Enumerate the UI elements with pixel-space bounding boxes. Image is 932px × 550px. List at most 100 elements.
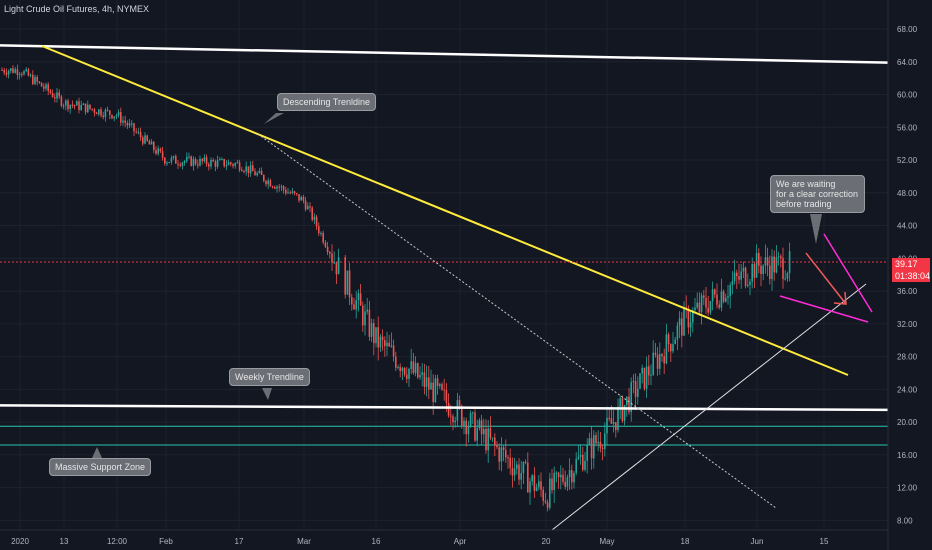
candle-body — [582, 454, 584, 470]
candle-body — [608, 417, 610, 419]
candle-body — [324, 242, 327, 247]
candle-body — [535, 487, 538, 491]
candle-body — [18, 74, 21, 76]
candle-body — [370, 323, 373, 337]
candle-body — [164, 157, 166, 164]
candle-body — [410, 361, 412, 369]
candle-body — [23, 71, 25, 75]
callout-support-zone[interactable]: Massive Support Zone — [49, 458, 152, 476]
candle-body — [263, 174, 265, 181]
y-tick-label: 32.00 — [897, 320, 918, 329]
candle-body — [584, 460, 586, 470]
candle-body — [150, 141, 153, 145]
candle-body — [247, 166, 250, 174]
candle-body — [199, 158, 201, 166]
candle-body — [436, 378, 439, 387]
candle-body — [146, 135, 148, 141]
callout-pointer-support — [92, 447, 102, 458]
candle-body — [769, 265, 771, 280]
x-tick-label: Mar — [297, 537, 311, 546]
candle-body — [544, 500, 547, 503]
candle-body — [777, 256, 780, 258]
x-tick-label: 12:00 — [107, 537, 128, 546]
candle-body — [225, 165, 228, 167]
candle-body — [1, 69, 3, 71]
candle-body — [487, 428, 489, 451]
candle-body — [564, 481, 566, 487]
x-tick-label: 18 — [681, 537, 690, 546]
callout-descending-trendline[interactable]: Descending Trenldine — [277, 93, 377, 111]
candle-body — [542, 489, 544, 501]
candle-body — [476, 428, 478, 441]
candle-body — [384, 340, 386, 347]
candle-body — [494, 437, 496, 445]
candle-body — [720, 291, 723, 308]
candle-body — [744, 267, 747, 286]
candle-body — [665, 334, 668, 364]
candle-body — [271, 186, 274, 188]
x-tick-label: 13 — [60, 537, 69, 546]
y-tick-label: 64.00 — [897, 58, 918, 67]
candle-body — [718, 304, 720, 308]
candle-body — [153, 141, 155, 151]
candle-body — [87, 104, 89, 113]
candle-body — [527, 462, 529, 493]
candle-body — [489, 428, 492, 438]
candle-body — [434, 378, 437, 403]
candle-body — [216, 160, 219, 167]
candle-body — [157, 148, 159, 154]
candle-body — [43, 86, 45, 89]
candle-body — [533, 475, 536, 491]
candle-body — [656, 354, 659, 369]
candle-body — [573, 472, 575, 483]
candle-body — [725, 297, 727, 302]
candle-body — [333, 262, 335, 264]
candle-body — [366, 309, 368, 312]
candle-body — [502, 447, 505, 450]
candle-body — [267, 180, 269, 185]
rising-trendline — [551, 283, 867, 531]
top-trendline — [0, 44, 889, 64]
candle-body — [610, 418, 613, 424]
candle-body — [654, 352, 657, 355]
candle-body — [698, 302, 701, 313]
candle-body — [747, 285, 749, 287]
candle-body — [203, 157, 206, 162]
candle-body — [65, 100, 67, 106]
candle-body — [221, 158, 223, 160]
callout-weekly-trendline[interactable]: Weekly Trendline — [229, 368, 310, 386]
candle-body — [285, 189, 287, 194]
candle-body — [7, 70, 10, 75]
callout-waiting[interactable]: We are waiting for a clear correction be… — [770, 175, 865, 213]
candle-body — [260, 170, 263, 175]
candle-body — [84, 103, 87, 113]
candle-body — [755, 252, 758, 278]
candle-body — [122, 120, 124, 123]
x-tick-label: 15 — [820, 537, 829, 546]
candle-body — [727, 296, 729, 298]
candle-body — [491, 437, 494, 439]
x-tick-label: 17 — [235, 537, 244, 546]
candle-body — [21, 74, 23, 76]
candle-body — [322, 232, 324, 243]
candle-body — [784, 278, 786, 280]
candle-body — [683, 307, 685, 336]
candle-body — [469, 413, 472, 427]
candle-body — [311, 207, 313, 220]
candle-body — [480, 420, 483, 435]
candle-body — [694, 307, 696, 311]
callout-pointer-waiting — [810, 214, 822, 244]
candle-body — [419, 374, 421, 378]
candle-body — [760, 265, 762, 275]
candle-body — [214, 161, 217, 167]
candle-body — [687, 308, 690, 328]
candle-body — [304, 200, 307, 210]
candle-body — [73, 105, 76, 107]
y-tick-label: 28.00 — [897, 353, 918, 362]
candle-body — [676, 325, 679, 340]
x-tick-label: 20 — [542, 537, 551, 546]
candle-body — [681, 318, 683, 336]
candle-body — [243, 171, 245, 173]
candle-body — [80, 104, 82, 110]
